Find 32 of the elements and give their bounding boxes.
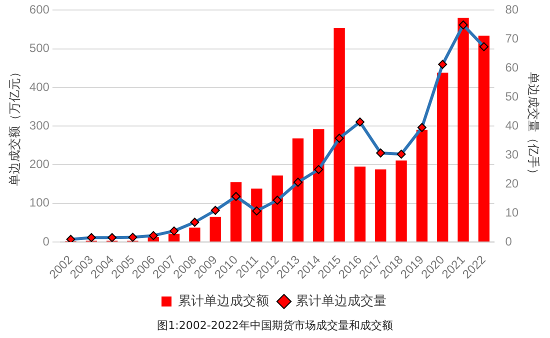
bar: [292, 138, 304, 242]
y2-tick-label: 20: [505, 176, 519, 190]
bar: [272, 176, 283, 242]
y-tick-label: 300: [29, 118, 50, 132]
y2-tick-label: 40: [505, 118, 519, 132]
y-tick-label: 500: [29, 41, 50, 56]
legend-label: 累计单边成交量: [296, 293, 386, 308]
y-tick-label: 0: [42, 234, 50, 248]
caption: 图1:2002-2022年中国期货市场成交量和成交额: [156, 318, 394, 333]
bar: [334, 28, 345, 242]
y-tick-label: 100: [29, 196, 50, 210]
y2-tick-label: 10: [505, 205, 519, 220]
y-tick-label: 400: [29, 80, 50, 94]
y2-tick-label: 30: [505, 147, 519, 162]
bar: [458, 18, 469, 242]
bar: [251, 188, 262, 242]
y-tick-label: 600: [29, 2, 50, 17]
y2-tick-label: 60: [505, 60, 519, 74]
legend-label: 累计单边成交额: [178, 293, 269, 308]
bar: [437, 72, 448, 242]
y-axis-title: 单边成交额（万亿元）: [8, 66, 22, 186]
bar: [230, 182, 242, 242]
bar: [354, 166, 366, 242]
bar: [375, 169, 386, 242]
y2-tick-label: 50: [505, 89, 519, 104]
bar: [313, 129, 324, 242]
y-tick-label: 200: [29, 157, 50, 172]
y2-tick-label: 0: [505, 234, 512, 248]
y2-tick-label: 70: [505, 31, 519, 46]
bar: [478, 36, 490, 242]
y2-tick-label: 80: [505, 2, 519, 17]
y2-axis-title: 单边成交量（亿手）: [526, 72, 540, 180]
